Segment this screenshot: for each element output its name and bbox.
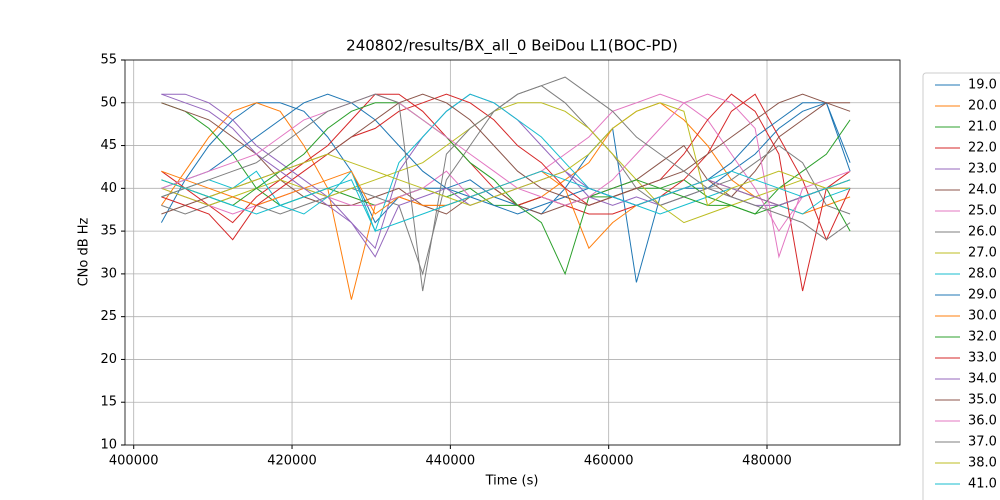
y-tick-label: 50	[100, 95, 117, 110]
legend-label: 30.0	[968, 309, 997, 324]
legend-label: 21.0	[968, 120, 997, 135]
legend-label: 29.0	[968, 288, 997, 303]
x-tick-label: 480000	[742, 454, 792, 469]
y-tick-label: 45	[100, 138, 117, 153]
y-tick-label: 55	[100, 53, 117, 68]
legend-label: 19.0	[968, 78, 997, 93]
series-line	[161, 170, 851, 232]
x-tick-label: 400000	[109, 454, 159, 469]
y-axis-label: CNo dB Hz	[77, 217, 92, 286]
legend-label: 37.0	[968, 435, 997, 450]
legend-label: 27.0	[968, 246, 997, 261]
legend: 19.0 20.0 21.0 22.0 23.0 24.0 25.0 26.0 27.0 28.0…	[922, 72, 1000, 500]
y-tick-label: 10	[100, 438, 117, 453]
series-line	[161, 93, 851, 241]
series-line	[161, 102, 851, 207]
legend-label: 25.0	[968, 204, 997, 219]
y-tick-label: 40	[100, 181, 117, 196]
series-line	[161, 102, 851, 215]
series-line	[161, 102, 851, 224]
series-line	[161, 93, 851, 215]
series-line	[160, 102, 851, 283]
y-tick-label: 20	[100, 352, 117, 367]
y-tick-label: 15	[100, 395, 117, 410]
chart-title: 240802/results/BX_all_0 BeiDou L1(BOC-PD…	[346, 37, 678, 56]
series-line	[161, 93, 851, 250]
series-line	[161, 76, 851, 292]
legend-label: 32.0	[968, 330, 997, 345]
legend-label: 26.0	[968, 225, 997, 240]
legend-box	[922, 72, 1000, 500]
legend-label: 20.0	[968, 99, 997, 114]
series-line	[161, 93, 851, 292]
legend-label: 34.0	[968, 372, 997, 387]
x-tick-label: 440000	[426, 454, 476, 469]
x-axis-label: Time (s)	[485, 474, 539, 489]
legend-label: 33.0	[968, 351, 997, 366]
y-tick-label: 25	[100, 309, 117, 324]
series-line	[161, 93, 851, 215]
legend-label: 41.0	[968, 477, 997, 492]
legend-label: 35.0	[968, 393, 997, 408]
legend-label: 36.0	[968, 414, 997, 429]
series-line	[161, 93, 851, 259]
legend-label: 23.0	[968, 162, 997, 177]
x-tick-label: 420000	[267, 454, 317, 469]
legend-label: 28.0	[968, 267, 997, 282]
plot-frame	[124, 59, 901, 446]
legend-label: 22.0	[968, 141, 997, 156]
x-tick-label: 460000	[584, 454, 634, 469]
y-tick-label: 30	[100, 266, 117, 281]
y-tick-label: 35	[100, 224, 117, 239]
legend-label: 38.0	[968, 456, 997, 471]
legend-label: 24.0	[968, 183, 997, 198]
